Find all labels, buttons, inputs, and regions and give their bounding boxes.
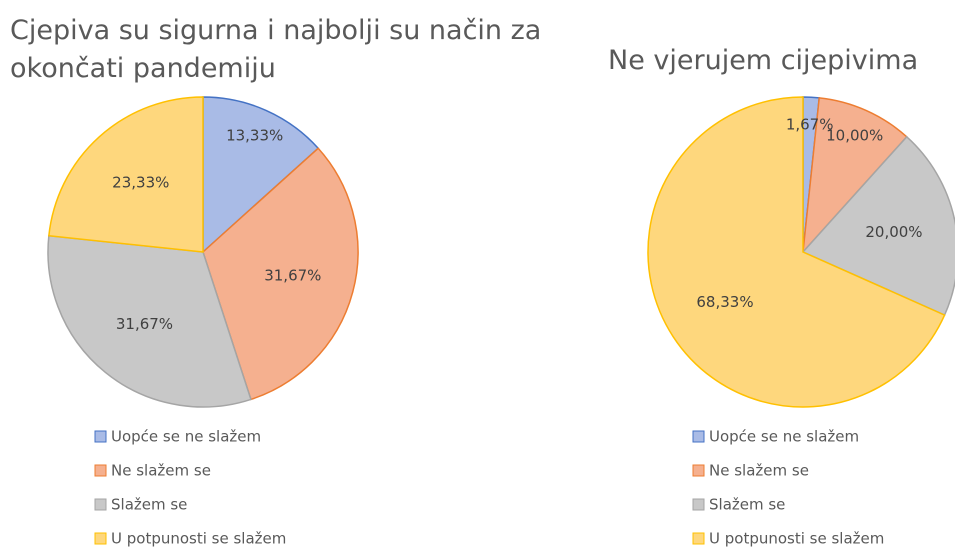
chart-title: Ne vjerujem cijepivima [608, 45, 919, 76]
legend-label: Uopće se ne slažem [709, 428, 859, 446]
pie-slice [202, 96, 320, 254]
legend-label: Uopće se ne slažem [111, 428, 261, 446]
data-label: 68,33% [696, 293, 753, 311]
legend-swatch [94, 498, 107, 511]
pie-slice [48, 96, 204, 253]
legend-swatch [94, 464, 107, 477]
legend-label: U potpunosti se slažem [709, 530, 884, 548]
chart-title: Cjepiva su sigurna i najbolji su način z… [10, 15, 542, 84]
legend-swatch [692, 464, 705, 477]
legend-label: U potpunosti se slažem [111, 530, 286, 548]
data-label: 31,67% [116, 315, 173, 333]
legend-label: Ne slažem se [111, 462, 211, 480]
legend-swatch [692, 498, 705, 511]
data-label: 13,33% [226, 126, 283, 144]
pie-slice [802, 97, 908, 255]
data-label: 23,33% [112, 173, 169, 191]
legend-label: Slažem se [709, 496, 785, 514]
data-label: 10,00% [826, 126, 883, 144]
legend-swatch [94, 430, 107, 443]
legend-label: Slažem se [111, 496, 187, 514]
pie-slice [647, 96, 946, 408]
data-label: 31,67% [264, 267, 321, 285]
data-label: 20,00% [865, 223, 922, 241]
legend-swatch [692, 532, 705, 545]
legend-swatch [94, 532, 107, 545]
legend-label: Ne slažem se [709, 462, 809, 480]
pie-slice [202, 147, 359, 401]
legend-swatch [692, 430, 705, 443]
data-label: 1,67% [786, 116, 834, 134]
pie-slice [47, 234, 252, 408]
